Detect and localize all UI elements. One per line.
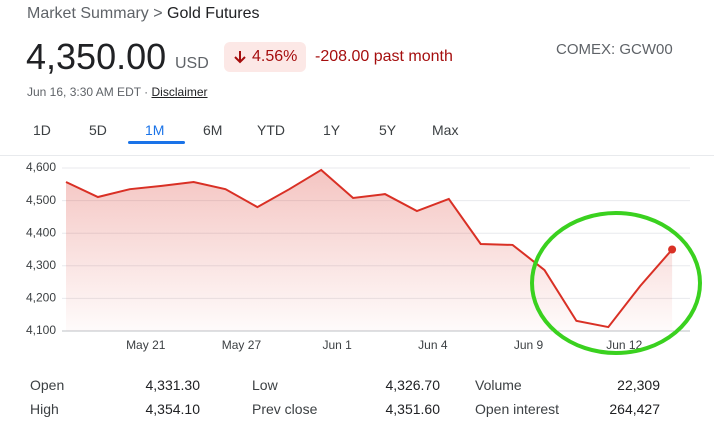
range-tab[interactable]: 1D	[33, 122, 51, 138]
stat-value: 4,351.60	[385, 401, 441, 417]
y-tick-label: 4,500	[26, 193, 56, 207]
stat-label: High	[30, 401, 59, 417]
breadcrumb: Market Summary > Gold Futures	[27, 5, 260, 23]
timestamp: Jun 16, 3:30 AM EDT · Disclaimer	[27, 85, 208, 99]
highlight-circle	[530, 211, 702, 355]
x-tick-label: May 27	[222, 338, 262, 352]
x-tick-label: Jun 12	[606, 338, 642, 352]
breadcrumb-sep: >	[153, 5, 163, 22]
stat-value: 22,309	[617, 377, 660, 393]
y-tick-label: 4,300	[26, 258, 56, 272]
range-tab[interactable]: 5D	[89, 122, 107, 138]
chart: 4,100 4,200 4,300 4,400 4,500 4,600 May 21 May …	[26, 160, 690, 352]
disclaimer-link[interactable]: Disclaimer	[151, 85, 208, 99]
y-tick-label: 4,600	[26, 160, 56, 174]
breadcrumb-current: Gold Futures	[167, 5, 260, 22]
breadcrumb-link[interactable]: Market Summary	[27, 5, 149, 22]
stat-label: Open interest	[475, 401, 560, 417]
range-tab[interactable]: 6M	[203, 122, 223, 138]
last-point	[668, 245, 677, 254]
down-arrow	[234, 51, 246, 64]
stat-value: 4,326.70	[385, 377, 441, 393]
timestamp-text: Jun 16, 3:30 AM EDT ·	[27, 85, 149, 99]
stat-value: 264,427	[609, 401, 660, 417]
y-tick-label: 4,400	[26, 225, 56, 239]
y-tick-label: 4,200	[26, 291, 56, 305]
currency: USD	[175, 55, 209, 72]
stat-label: Volume	[475, 377, 522, 393]
stat-value: 4,331.30	[145, 377, 201, 393]
x-tick-label: Jun 9	[514, 338, 544, 352]
area	[66, 169, 673, 331]
x-tick-label: Jun 1	[322, 338, 352, 352]
change-value: -208.00 past month	[315, 48, 453, 65]
divider	[0, 155, 714, 156]
stat-value: 4,354.10	[145, 401, 201, 417]
range-tab[interactable]: Max	[432, 122, 459, 138]
stat-label: Open	[30, 377, 65, 393]
tab-underline	[128, 141, 185, 144]
x-tick-label: May 21	[126, 338, 166, 352]
change-percent: 4.56%	[252, 48, 298, 65]
price-line	[65, 168, 673, 329]
exchange: COMEX: GCW00	[556, 41, 673, 58]
stat-label: Low	[252, 377, 278, 393]
change-badge: 4.56%	[224, 42, 306, 72]
price: 4,350.00	[26, 36, 167, 77]
range-tab[interactable]: 5Y	[379, 122, 397, 138]
range-tab[interactable]: 1M	[145, 122, 165, 138]
range-tab[interactable]: YTD	[257, 122, 285, 138]
y-tick-label: 4,100	[26, 323, 56, 337]
range-tab[interactable]: 1Y	[323, 122, 341, 138]
stat-label: Prev close	[252, 401, 318, 417]
x-tick-label: Jun 4	[418, 338, 448, 352]
